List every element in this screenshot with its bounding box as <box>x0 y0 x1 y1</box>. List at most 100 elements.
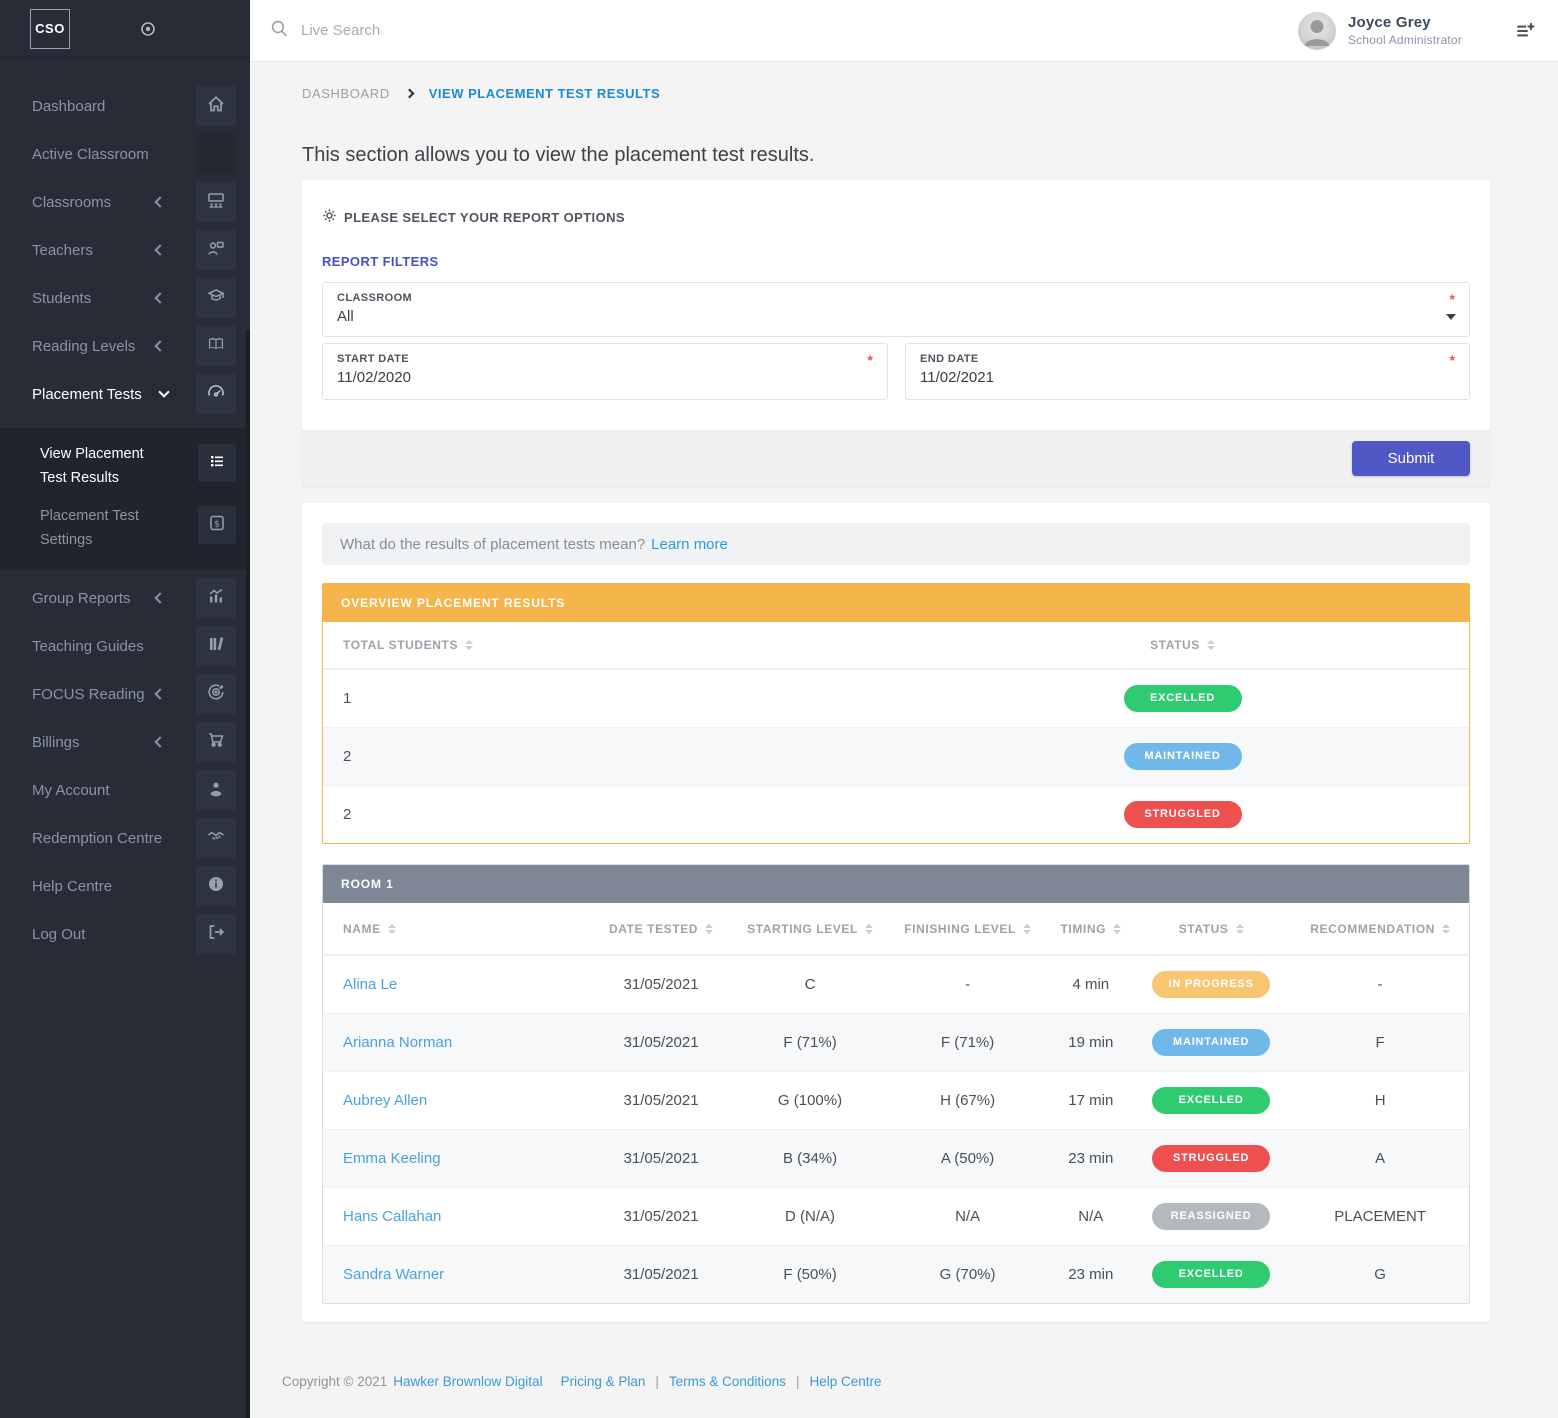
chevron-left-icon <box>154 244 166 256</box>
help-centre-link[interactable]: Help Centre <box>809 1374 882 1389</box>
results-card: What do the results of placement tests m… <box>302 503 1490 1322</box>
room-1-table: ROOM 1 NAME DATE TESTED STARTING LEVEL F… <box>322 864 1470 1304</box>
books-icon <box>206 634 226 659</box>
column-recommendation[interactable]: RECOMMENDATION <box>1291 922 1469 936</box>
classroom-value: All <box>337 308 354 325</box>
sidebar-item-students[interactable]: Students <box>0 274 250 322</box>
chevron-down-icon <box>158 386 170 398</box>
table-row: Sandra Warner 31/05/2021 F (50%) G (70%)… <box>323 1245 1469 1303</box>
classroom-select[interactable]: CLASSROOM All * <box>322 282 1470 337</box>
report-filters-label: REPORT FILTERS <box>322 254 439 269</box>
page-description: This section allows you to view the plac… <box>302 144 815 166</box>
sidebar-item-my-account[interactable]: My Account <box>0 766 250 814</box>
chevron-left-icon <box>154 736 166 748</box>
end-date-field[interactable]: END DATE 11/02/2021 * <box>905 343 1470 400</box>
sidebar-item-billings[interactable]: Billings <box>0 718 250 766</box>
main-content: DASHBOARD VIEW PLACEMENT TEST RESULTS Th… <box>250 62 1558 1418</box>
sidebar-item-dashboard[interactable]: Dashboard <box>0 82 250 130</box>
column-name[interactable]: NAME <box>323 922 587 936</box>
sidebar-nav-lower: Group Reports Teaching Guides FOCUS Read… <box>0 574 250 958</box>
sidebar-collapse-icon[interactable] <box>138 19 158 39</box>
sidebar-item-teachers[interactable]: Teachers <box>0 226 250 274</box>
column-finishing-level[interactable]: FINISHING LEVEL <box>885 922 1051 936</box>
search-input[interactable] <box>301 22 721 39</box>
sidebar-item-focus-reading[interactable]: FOCUS Reading <box>0 670 250 718</box>
brand-link[interactable]: Hawker Brownlow Digital <box>393 1374 543 1389</box>
sidebar: CSO Dashboard Active Classroom Classroom… <box>0 0 250 1418</box>
sidebar-item-log-out[interactable]: Log Out <box>0 910 250 958</box>
required-marker: * <box>1449 291 1455 307</box>
gauge-icon <box>206 382 226 407</box>
sidebar-item-placement-test-settings[interactable]: Placement Test Settings $ <box>0 504 250 552</box>
status-badge: EXCELLED <box>1123 685 1242 712</box>
sidebar-item-redemption-centre[interactable]: Redemption Centre <box>0 814 250 862</box>
status-badge: MAINTAINED <box>1152 1029 1271 1056</box>
learn-more-link[interactable]: Learn more <box>651 535 728 553</box>
column-timing[interactable]: TIMING <box>1051 922 1131 936</box>
app-logo[interactable]: CSO <box>30 8 70 49</box>
terms-conditions-link[interactable]: Terms & Conditions <box>668 1374 786 1389</box>
chevron-left-icon <box>154 292 166 304</box>
sidebar-item-active-classroom[interactable]: Active Classroom <box>0 130 250 178</box>
sort-icon <box>864 923 873 934</box>
sidebar-item-group-reports[interactable]: Group Reports <box>0 574 250 622</box>
user-name: Joyce Grey <box>1347 14 1431 31</box>
sidebar-item-placement-tests[interactable]: Placement Tests <box>0 370 250 418</box>
student-name-link[interactable]: Sandra Warner <box>343 1266 445 1283</box>
end-date-label: END DATE <box>920 353 979 365</box>
column-status[interactable]: STATUS <box>896 638 1469 652</box>
student-name-link[interactable]: Alina Le <box>343 976 398 993</box>
sidebar-item-teaching-guides[interactable]: Teaching Guides <box>0 622 250 670</box>
status-badge: MAINTAINED <box>1123 743 1242 770</box>
results-info-text: What do the results of placement tests m… <box>340 535 646 553</box>
sort-icon <box>1022 923 1031 934</box>
breadcrumb-dashboard[interactable]: DASHBOARD <box>302 86 390 101</box>
room-table-title: ROOM 1 <box>323 865 1469 903</box>
account-icon <box>206 778 226 803</box>
table-row: 2 STRUGGLED <box>323 785 1469 843</box>
home-icon <box>206 94 226 119</box>
start-date-field[interactable]: START DATE 11/02/2020 * <box>322 343 888 400</box>
table-row: Emma Keeling 31/05/2021 B (34%) A (50%) … <box>323 1129 1469 1187</box>
student-name-link[interactable]: Emma Keeling <box>343 1150 441 1167</box>
table-row: Hans Callahan 31/05/2021 D (N/A) N/A N/A… <box>323 1187 1469 1245</box>
breadcrumb: DASHBOARD VIEW PLACEMENT TEST RESULTS <box>302 86 660 101</box>
student-name-link[interactable]: Arianna Norman <box>343 1034 453 1051</box>
sidebar-item-view-placement-test-results[interactable]: View Placement Test Results <box>0 442 250 490</box>
copyright-text: Copyright © 2021 <box>282 1374 388 1389</box>
column-starting-level[interactable]: STARTING LEVEL <box>736 922 885 936</box>
sort-icon <box>387 923 396 934</box>
search-bar <box>270 19 1298 43</box>
pricing-plan-link[interactable]: Pricing & Plan <box>560 1374 646 1389</box>
table-row: 2 MAINTAINED <box>323 727 1469 785</box>
report-options-title: PLEASE SELECT YOUR REPORT OPTIONS <box>344 209 625 225</box>
placement-tests-submenu: View Placement Test Results Placement Te… <box>0 428 250 570</box>
column-status[interactable]: STATUS <box>1131 922 1291 936</box>
playlist-add-icon[interactable] <box>1514 20 1536 47</box>
sidebar-scrollbar[interactable] <box>246 330 250 1418</box>
chevron-left-icon <box>154 340 166 352</box>
submit-button[interactable]: Submit <box>1352 441 1470 476</box>
sidebar-item-classrooms[interactable]: Classrooms <box>0 178 250 226</box>
column-total-students[interactable]: TOTAL STUDENTS <box>323 638 896 652</box>
status-badge: REASSIGNED <box>1152 1203 1271 1230</box>
breadcrumb-current: VIEW PLACEMENT TEST RESULTS <box>428 86 661 101</box>
classroom-label: CLASSROOM <box>337 292 413 304</box>
topbar: Joyce Grey School Administrator <box>250 0 1558 62</box>
user-role: School Administrator <box>1347 33 1462 47</box>
student-name-link[interactable]: Hans Callahan <box>343 1208 442 1225</box>
sidebar-nav: Dashboard Active Classroom Classrooms Te… <box>0 58 250 958</box>
sidebar-item-help-centre[interactable]: Help Centre <box>0 862 250 910</box>
column-date-tested[interactable]: DATE TESTED <box>587 922 736 936</box>
student-name-link[interactable]: Aubrey Allen <box>343 1092 428 1109</box>
sidebar-item-reading-levels[interactable]: Reading Levels <box>0 322 250 370</box>
info-icon <box>206 874 226 899</box>
sidebar-logo-row: CSO <box>0 0 250 58</box>
user-menu[interactable]: Joyce Grey School Administrator <box>1297 11 1462 50</box>
open-book-icon <box>206 334 226 359</box>
footer-separator: | <box>795 1374 800 1389</box>
report-options-footer: Submit <box>302 430 1490 487</box>
select-caret-icon <box>1446 314 1456 320</box>
test-settings-icon: $ <box>207 513 227 538</box>
status-badge: STRUGGLED <box>1123 801 1242 828</box>
